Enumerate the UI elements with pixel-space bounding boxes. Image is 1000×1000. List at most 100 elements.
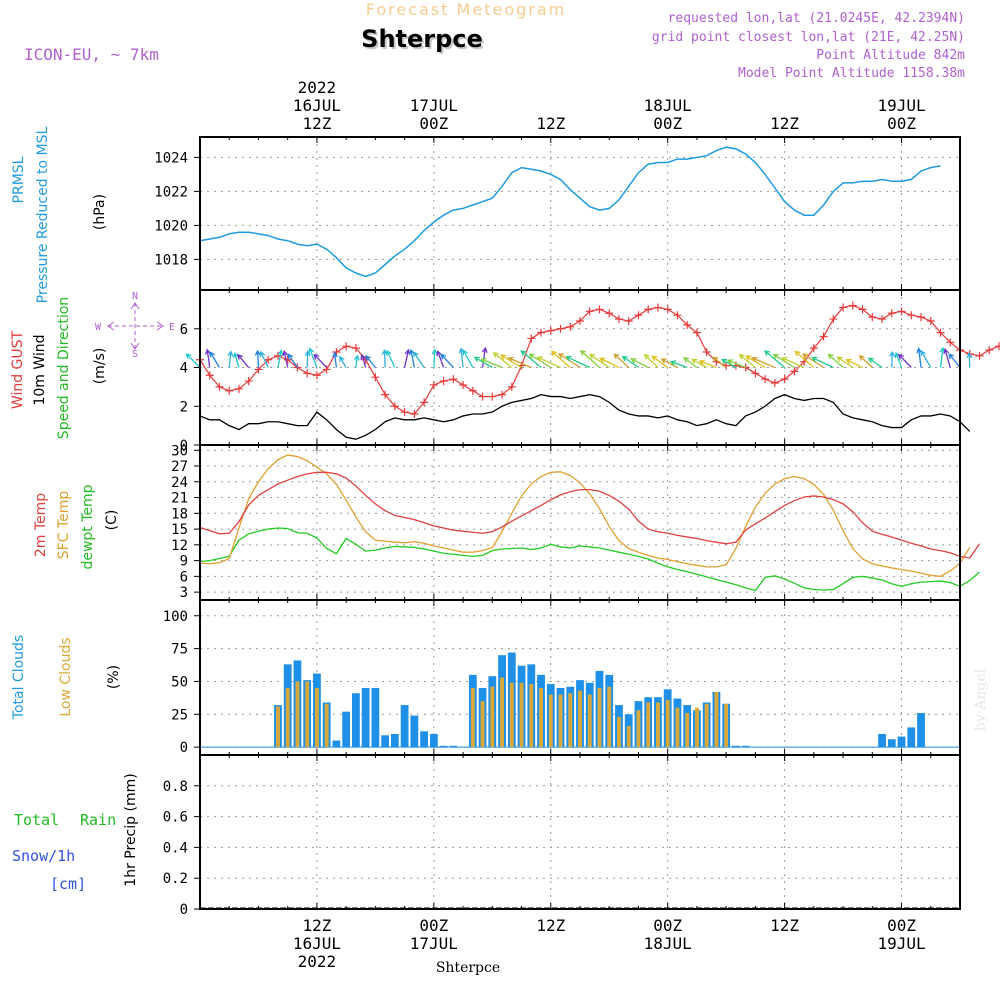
- gust-marker: [537, 328, 546, 337]
- wind-direction-arrow: [565, 355, 591, 369]
- wind-direction-arrow: [630, 358, 649, 369]
- gust-marker: [917, 313, 926, 322]
- wind-direction-arrow: [185, 353, 201, 368]
- gust-marker: [653, 303, 662, 312]
- low-cloud-bar: [509, 682, 514, 748]
- wind-direction-arrow: [613, 353, 630, 368]
- gust-marker: [556, 324, 565, 333]
- gust-marker: [468, 386, 477, 395]
- bottom-axis-label: 00Z: [653, 916, 682, 935]
- total-cloud-bar: [371, 688, 380, 748]
- pressure-label-1: PRMSL: [11, 156, 27, 203]
- low-cloud-bar: [675, 707, 680, 748]
- low-cloud-bar: [470, 688, 475, 748]
- low-cloud-bar: [539, 688, 543, 748]
- total-cloud-bar: [342, 711, 351, 748]
- precip-snow-label: Snow/1h: [12, 847, 75, 865]
- gust-marker: [780, 375, 789, 384]
- y-tick-label: 1018: [154, 252, 188, 268]
- grid-point-coords: grid point closest lon,lat (21E, 42.25N): [652, 30, 965, 45]
- low-cloud-bar: [656, 702, 660, 748]
- gust-marker: [410, 410, 419, 418]
- dewpoint-line: [199, 527, 980, 592]
- y-tick-label: 25: [171, 707, 188, 723]
- panel-frames: [199, 136, 961, 910]
- wind-direction-arrow: [845, 358, 863, 369]
- temp-sfc-label: SFC Temp: [56, 491, 72, 560]
- bottom-axis-label: 12Z: [770, 916, 799, 935]
- wind-direction-arrow: [763, 350, 786, 368]
- point-altitude: Point Altitude 842m: [816, 48, 965, 63]
- wind-direction-arrow: [794, 350, 815, 368]
- wind-direction-arrow: [403, 348, 411, 368]
- top-axis-label: 00Z: [419, 114, 448, 133]
- gust-marker: [351, 344, 360, 353]
- requested-coords: requested lon,lat (21.0245E, 42.2394N): [668, 11, 965, 26]
- gust-marker: [420, 398, 429, 407]
- gust-marker: [371, 373, 380, 382]
- wind-direction-arrow: [408, 348, 415, 368]
- wind-direction-arrow: [313, 353, 328, 368]
- gust-marker: [605, 309, 614, 318]
- wind-direction-arrow: [827, 353, 844, 368]
- bottom-axis-label: 00Z: [419, 916, 448, 935]
- total-cloud-bar: [420, 731, 428, 748]
- bottom-axis-label: 18JUL: [644, 934, 692, 953]
- wind-direction-arrow: [690, 358, 707, 369]
- location-title: Shterpce: [361, 25, 483, 53]
- low-cloud-bar: [295, 681, 300, 748]
- wind-direction-arrow: [621, 355, 639, 369]
- wind-direction-arrow: [588, 353, 610, 369]
- precip-total-label: Total: [14, 811, 59, 829]
- wind-unit: (m/s): [92, 348, 108, 385]
- gust-marker: [887, 309, 896, 318]
- wind-direction-arrow: [801, 353, 824, 369]
- y-tick-label: 0: [180, 438, 188, 454]
- low-cloud-bar: [276, 706, 280, 748]
- wind-direction-arrow: [436, 350, 445, 368]
- wind-direction-arrow: [920, 349, 932, 368]
- total-cloud-bar: [732, 745, 740, 748]
- low-cloud-bar: [519, 682, 524, 748]
- low-cloud-bar: [558, 694, 563, 748]
- total-cloud-bar: [887, 739, 896, 748]
- gust-marker: [614, 315, 623, 324]
- top-axis-label: 18JUL: [644, 96, 692, 115]
- gust-marker: [985, 346, 994, 355]
- gust-marker: [283, 355, 292, 364]
- wind-gust-label: Wind GUST: [10, 330, 26, 409]
- wind-direction-arrow: [332, 351, 339, 368]
- top-axis-label: 12Z: [302, 114, 331, 133]
- low-cloud-bar: [646, 702, 651, 748]
- low-cloud-bar: [285, 688, 290, 748]
- low-cloud-bar: [480, 701, 485, 748]
- wind-dir-label: Speed and Direction: [56, 297, 72, 439]
- wind-panel: 0 2 4 6: [180, 301, 1000, 454]
- low-cloud-bar: [607, 686, 612, 748]
- wind-direction-arrow: [431, 348, 438, 368]
- bottom-axis-label: 16JUL: [293, 934, 341, 953]
- top-axis-label: 12Z: [770, 114, 799, 133]
- low-cloud-bar: [500, 677, 504, 748]
- wind-direction-arrow: [339, 355, 347, 368]
- wind-direction-arrow: [507, 356, 532, 369]
- top-axis-label: 19JUL: [877, 96, 925, 115]
- bottom-axis-label: 2022: [298, 952, 337, 971]
- gust-marker: [429, 380, 438, 389]
- wind-direction-arrow: [386, 349, 396, 368]
- temp-dewpt-label: dewpt Temp: [80, 484, 96, 569]
- gust-marker: [478, 392, 487, 401]
- bottom-axis-label: 00Z: [887, 916, 916, 935]
- low-cloud-bar: [314, 688, 319, 748]
- bottom-axis-label: 12Z: [536, 916, 565, 935]
- precip-snow-unit: [cm]: [50, 875, 86, 893]
- wind-direction-arrow: [550, 350, 571, 368]
- y-tick-label: 9: [180, 554, 188, 570]
- wind-direction-arrow: [480, 358, 503, 369]
- low-cloud-bar: [636, 710, 641, 748]
- gust-marker: [459, 380, 468, 389]
- wind-speed-line: [199, 393, 971, 440]
- total-cloud-bar: [332, 740, 341, 748]
- gust-marker: [624, 317, 633, 325]
